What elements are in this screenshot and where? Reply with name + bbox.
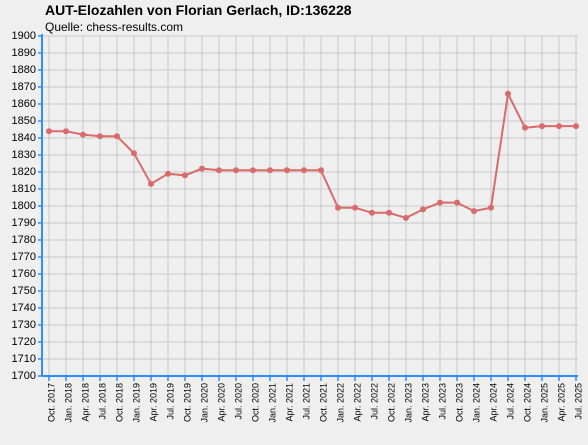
data-point — [471, 208, 477, 215]
data-point — [488, 204, 494, 211]
x-tick-label: Jan. 2019 — [131, 383, 141, 423]
y-tick-label: 1840 — [12, 132, 36, 144]
x-tick-label: Oct. 2022 — [386, 383, 396, 422]
x-tick-label: Jul. 2019 — [165, 383, 175, 420]
y-tick-labels: 1700 1710 1720 1730 1740 1750 1760 1770 1780 1790… — [12, 30, 36, 382]
series-line — [49, 92, 576, 219]
y-tick-label: 1740 — [12, 302, 36, 314]
y-tick-label: 1780 — [12, 234, 36, 246]
x-tick-label: Jan. 2025 — [539, 383, 549, 423]
data-point — [250, 167, 256, 174]
x-tick-label: Jul. 2022 — [369, 383, 379, 420]
data-point — [63, 128, 69, 135]
data-point — [318, 167, 324, 174]
data-point — [216, 167, 222, 174]
data-point — [573, 123, 579, 130]
y-tick-label: 1900 — [12, 30, 36, 42]
data-point — [556, 123, 562, 130]
data-point — [335, 204, 341, 211]
x-tick-label: Jul. 2024 — [505, 383, 515, 420]
x-tick-label: Jul. 2021 — [301, 383, 311, 420]
x-tick-label: Jul. 2018 — [97, 383, 107, 420]
y-tick-label: 1710 — [12, 353, 36, 365]
x-tick-label: Oct. 2017 — [46, 383, 56, 422]
x-tick-label: Jan. 2020 — [199, 383, 209, 423]
y-tick-label: 1870 — [12, 81, 36, 93]
y-tick-label: 1760 — [12, 268, 36, 280]
x-tick-label: Jul. 2020 — [233, 383, 243, 420]
x-tick-label: Apr. 2022 — [352, 383, 362, 422]
x-tick-label: Jul. 2025 — [573, 383, 583, 420]
y-tick-label: 1700 — [12, 370, 36, 382]
x-tick-label: Apr. 2023 — [420, 383, 430, 422]
x-tick-label: Jan. 2021 — [267, 383, 277, 423]
data-point — [437, 199, 443, 206]
y-tick-label: 1860 — [12, 98, 36, 110]
x-tick-label: Oct. 2019 — [182, 383, 192, 422]
x-tick-label: Oct. 2023 — [454, 383, 464, 422]
data-point — [454, 199, 460, 206]
x-tick-label: Oct. 2024 — [522, 383, 532, 422]
y-tick-label: 1750 — [12, 285, 36, 297]
data-point — [97, 133, 103, 140]
data-point — [233, 167, 239, 174]
y-tick-label: 1800 — [12, 200, 36, 212]
x-tick-label: Jul. 2023 — [437, 383, 447, 420]
y-tick-label: 1820 — [12, 166, 36, 178]
x-tick-label: Apr. 2018 — [80, 383, 90, 422]
axes — [38, 34, 578, 381]
data-point — [284, 167, 290, 174]
x-tick-label: Apr. 2025 — [556, 383, 566, 422]
y-tick-label: 1770 — [12, 251, 36, 263]
grid — [42, 35, 578, 377]
x-tick-label: Oct. 2018 — [114, 383, 124, 422]
data-point — [539, 123, 545, 130]
series — [46, 90, 579, 221]
x-tick-label: Oct. 2020 — [250, 383, 260, 422]
y-tick-label: 1850 — [12, 115, 36, 127]
data-point — [131, 150, 137, 157]
x-tick-label: Jan. 2018 — [63, 383, 73, 423]
data-point — [369, 209, 375, 216]
data-point — [182, 172, 188, 179]
data-point — [301, 167, 307, 174]
data-point — [80, 131, 86, 138]
x-tick-label: Jan. 2024 — [471, 383, 481, 423]
x-tick-labels: Oct. 2017 Jan. 2018 Apr. 2018 Jul. 2018 Oct.… — [46, 383, 583, 423]
x-tick-label: Apr. 2024 — [488, 383, 498, 422]
y-tick-label: 1790 — [12, 217, 36, 229]
data-point — [114, 133, 120, 140]
data-point — [199, 165, 205, 172]
x-tick-label: Oct. 2021 — [318, 383, 328, 422]
data-point — [505, 90, 511, 97]
data-point — [267, 167, 273, 174]
y-tick-label: 1890 — [12, 47, 36, 59]
data-point — [386, 209, 392, 216]
chart-title: AUT-Elozahlen von Florian Gerlach, ID:13… — [45, 2, 352, 18]
x-tick-label: Apr. 2021 — [284, 383, 294, 422]
data-point — [165, 170, 171, 177]
x-tick-label: Apr. 2019 — [148, 383, 158, 422]
y-tick-label: 1830 — [12, 149, 36, 161]
data-point — [403, 214, 409, 221]
y-tick-label: 1730 — [12, 319, 36, 331]
data-point — [522, 124, 528, 131]
data-point — [352, 204, 358, 211]
x-tick-label: Jan. 2022 — [335, 383, 345, 423]
x-tick-label: Apr. 2020 — [216, 383, 226, 422]
y-tick-label: 1880 — [12, 64, 36, 76]
data-point — [148, 180, 154, 187]
x-tick-label: Jan. 2023 — [403, 383, 413, 423]
data-point — [46, 128, 52, 135]
chart-subtitle: Quelle: chess-results.com — [45, 20, 184, 34]
y-tick-label: 1810 — [12, 183, 36, 195]
y-tick-label: 1720 — [12, 336, 36, 348]
data-point — [420, 206, 426, 213]
